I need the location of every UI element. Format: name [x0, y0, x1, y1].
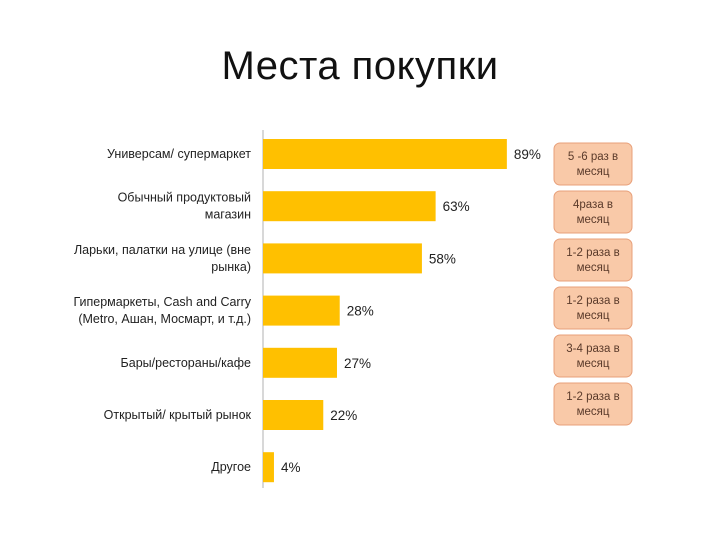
bar-5 [263, 400, 324, 430]
bar-2 [263, 243, 422, 274]
frequency-note-2-line-1: месяц [577, 262, 610, 274]
bar-1 [263, 191, 436, 222]
frequency-note-2-line-0: 1-2 раза в [566, 247, 619, 259]
frequency-note-box-5 [553, 382, 633, 426]
frequency-note-0-line-1: месяц [577, 166, 610, 178]
frequency-note-box-4 [553, 334, 633, 378]
frequency-note-3-line-0: 1-2 раза в [566, 295, 619, 307]
value-label-3: 28% [347, 304, 374, 319]
frequency-note-3-line-1: месяц [577, 310, 610, 322]
frequency-note-4-line-0: 3-4 раза в [566, 343, 619, 355]
frequency-note-box-3 [553, 286, 633, 330]
category-label-3-line-0: Гипермаркеты, Cash and Carry [73, 295, 251, 309]
value-label-1: 63% [443, 199, 470, 214]
bar-3 [263, 295, 340, 326]
frequency-note-box-1 [553, 190, 633, 234]
category-label-2-line-0: Ларьки, палатки на улице (вне [74, 243, 251, 257]
value-label-4: 27% [344, 356, 371, 371]
frequency-note-box-2 [553, 238, 633, 282]
frequency-note-1-line-1: месяц [577, 214, 610, 226]
category-label-6: Другое [211, 460, 251, 474]
value-label-2: 58% [429, 251, 456, 266]
frequency-note-5-line-1: месяц [577, 406, 610, 418]
category-label-2-line-1: рынка) [211, 260, 251, 274]
page-title: Места покупки [221, 44, 499, 88]
frequency-note-box-0 [553, 142, 633, 186]
frequency-note-0-line-0: 5 -6 раз в [568, 151, 618, 163]
value-label-5: 22% [330, 408, 357, 423]
category-label-1-line-0: Обычный продуктовый [118, 191, 251, 205]
frequency-note-1-line-0: 4раза в [573, 199, 613, 211]
bar-0 [263, 139, 507, 169]
frequency-note-5-line-0: 1-2 раза в [566, 391, 619, 403]
category-label-4: Бары/рестораны/кафе [121, 356, 251, 370]
category-label-3-line-1: (Metro, Ашан, Мосмарт, и т.д.) [78, 312, 251, 326]
value-label-0: 89% [514, 147, 541, 162]
value-label-6: 4% [281, 460, 301, 475]
category-label-1-line-1: магазин [205, 208, 251, 222]
category-label-0: Универсам/ супермаркет [107, 147, 251, 161]
bar-4 [263, 347, 337, 378]
category-label-5: Открытый/ крытый рынок [104, 408, 252, 422]
bar-6 [263, 452, 274, 483]
frequency-note-4-line-1: месяц [577, 358, 610, 370]
